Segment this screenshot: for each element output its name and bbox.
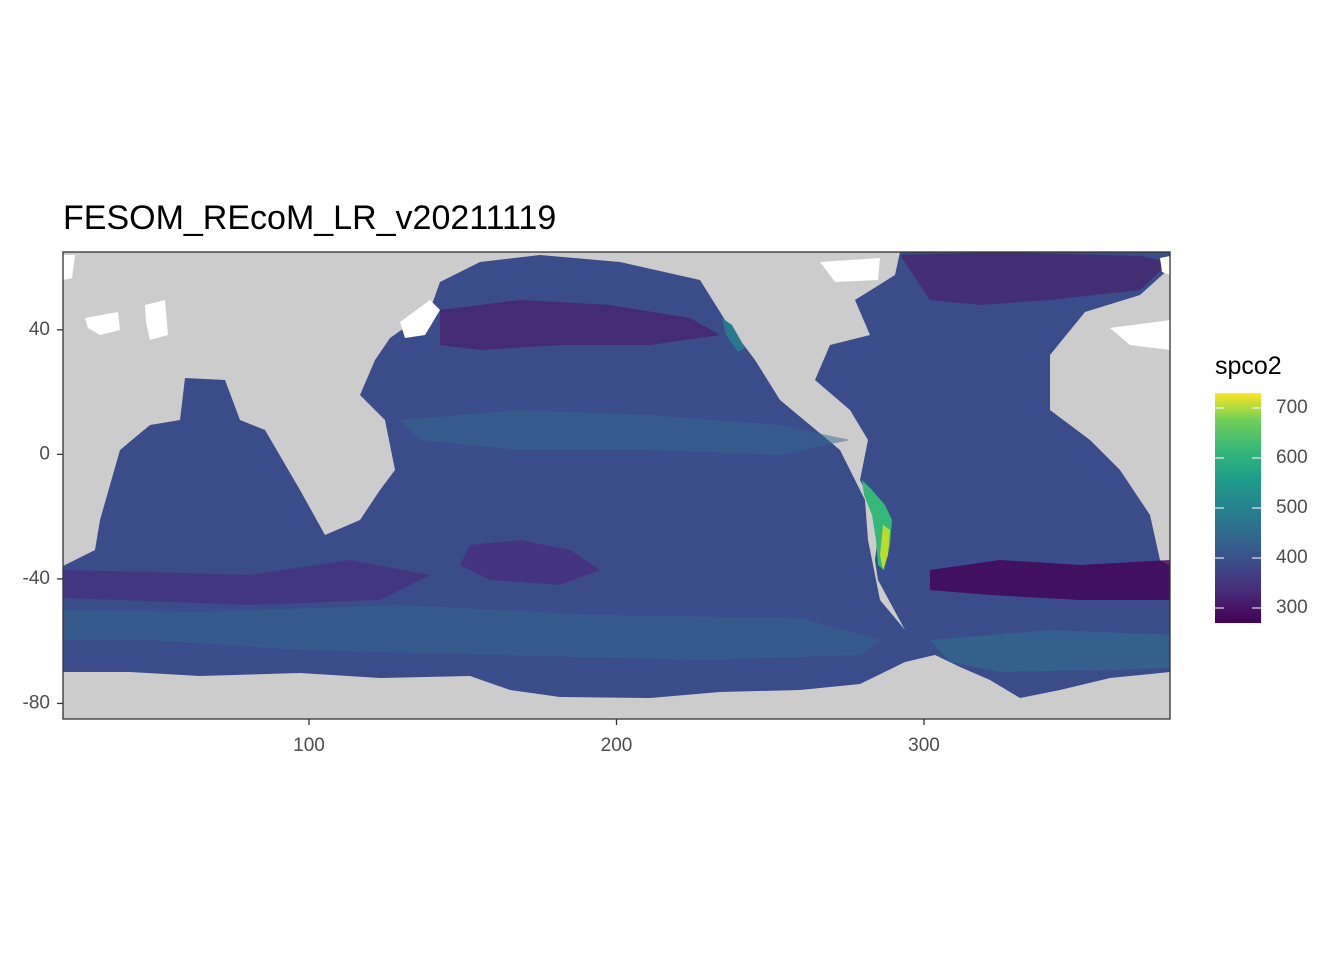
legend-break: 400 [1215, 547, 1308, 568]
y-tick-label: -40 [23, 568, 50, 589]
y-tick: 40 [29, 319, 63, 340]
upwelling-hotspot [880, 525, 890, 570]
legend-break-label: 600 [1276, 447, 1308, 468]
white-patch [85, 312, 120, 335]
y-tick-label: 40 [29, 319, 50, 340]
white-patch [1160, 256, 1170, 275]
plot-panel [62, 251, 1171, 720]
legend-break-label: 700 [1276, 397, 1308, 418]
ocean-high-band [400, 410, 850, 455]
white-patch [400, 300, 440, 338]
legend-title: spco2 [1215, 352, 1282, 380]
legend-break: 300 [1215, 597, 1308, 618]
ocean-high-band [63, 605, 880, 660]
legend-break-label: 500 [1276, 497, 1308, 518]
ocean-low-band [900, 252, 1170, 305]
ocean-high-band [930, 630, 1170, 672]
legend: spco2 700 600 500 400 300 [1215, 352, 1308, 623]
y-tick: -40 [23, 568, 63, 589]
legend-break-label: 400 [1276, 547, 1308, 568]
legend-break: 600 [1215, 447, 1308, 468]
legend-break-label: 300 [1276, 597, 1308, 618]
missing-data-patches [63, 255, 1170, 350]
y-axis: 40 0 -40 -80 [23, 319, 63, 713]
y-tick: -80 [23, 692, 63, 713]
x-tick-label: 300 [908, 735, 940, 756]
ocean-low-band [930, 560, 1170, 600]
upwelling-hotspot [722, 318, 745, 352]
ocean-low-band [63, 560, 430, 605]
white-patch [820, 258, 880, 282]
x-tick: 100 [293, 719, 325, 756]
white-patch [63, 255, 75, 280]
x-tick: 300 [908, 719, 940, 756]
y-tick-label: -80 [23, 692, 50, 713]
y-tick-label: 0 [39, 443, 50, 464]
spco2-field [63, 252, 1170, 698]
x-axis: 100 200 300 [293, 719, 940, 756]
legend-break: 700 [1215, 397, 1308, 418]
white-patch [145, 300, 168, 340]
chart-title: FESOM_REcoM_LR_v20211119 [63, 199, 556, 237]
x-tick-label: 200 [601, 735, 633, 756]
white-patch [1110, 320, 1170, 350]
x-tick: 200 [601, 719, 633, 756]
legend-break: 500 [1215, 497, 1308, 518]
ocean-low-band [460, 540, 600, 585]
x-tick-label: 100 [293, 735, 325, 756]
y-tick: 0 [39, 443, 63, 464]
ocean-low-band [440, 300, 720, 350]
